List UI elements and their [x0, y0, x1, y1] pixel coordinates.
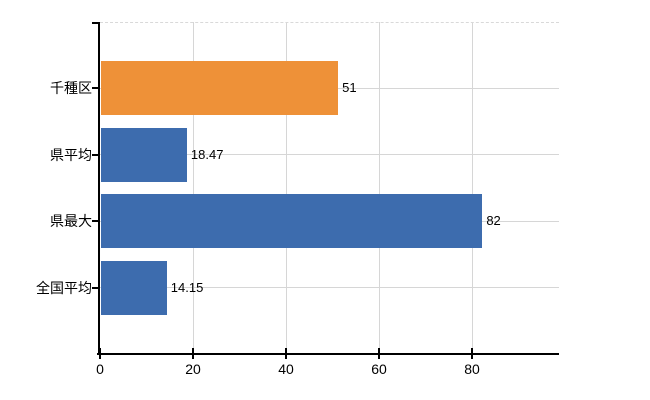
category-label: 県平均 — [50, 146, 92, 163]
category-label: 県最大 — [50, 213, 92, 230]
y-tick — [92, 220, 100, 223]
value-label: 82 — [486, 213, 501, 229]
x-tick-label: 40 — [278, 361, 294, 377]
category-label: 全国平均 — [36, 279, 92, 296]
x-tick-label: 80 — [464, 361, 480, 377]
y-tick — [92, 286, 100, 289]
x-gridline — [472, 22, 474, 354]
x-tick-label: 20 — [185, 361, 201, 377]
x-axis — [97, 353, 559, 355]
bar — [101, 194, 483, 249]
bar — [101, 260, 167, 315]
y-tick — [92, 153, 100, 156]
value-label: 51 — [342, 80, 357, 96]
y-gridline — [100, 287, 559, 289]
x-gridline — [286, 22, 288, 354]
x-gridline — [193, 22, 194, 354]
plot-top-border — [100, 22, 559, 23]
x-tick-label: 60 — [371, 361, 387, 377]
value-label: 18.47 — [190, 146, 224, 162]
y-axis — [98, 22, 100, 355]
x-gridline — [379, 22, 381, 354]
y-gridline — [100, 154, 559, 156]
value-label: 14.15 — [170, 279, 204, 295]
y-tick — [92, 22, 100, 24]
y-tick — [92, 87, 100, 90]
x-tick-label: 0 — [96, 361, 104, 377]
bar — [101, 61, 339, 116]
bar — [101, 127, 187, 182]
category-label: 千種区 — [50, 80, 92, 97]
